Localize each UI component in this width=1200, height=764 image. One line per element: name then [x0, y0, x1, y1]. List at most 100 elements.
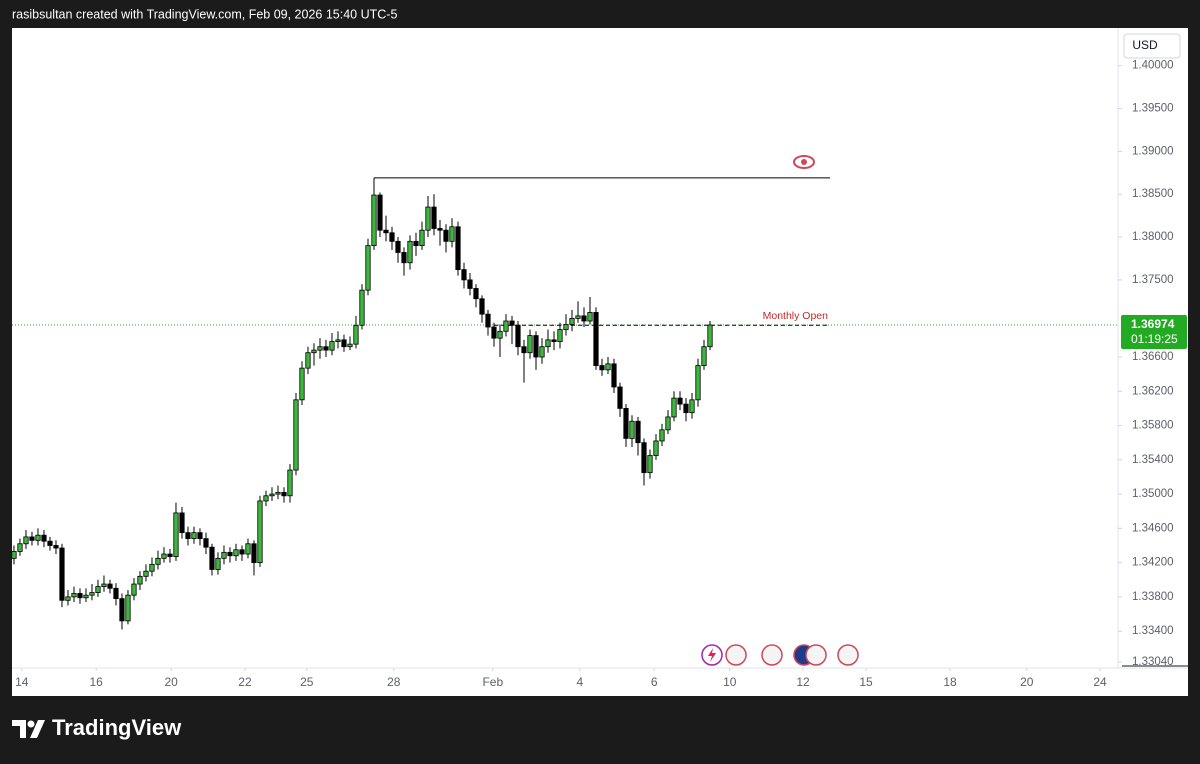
candle-body: [125, 594, 131, 622]
candle-body: [623, 408, 629, 439]
candle-body: [383, 229, 389, 234]
candle-body: [443, 229, 449, 242]
candle-body: [437, 228, 443, 231]
candle-body: [77, 593, 83, 599]
candle-body: [581, 315, 587, 322]
candle-body: [503, 320, 509, 332]
candle-body: [173, 512, 179, 558]
x-tick-label: 18: [943, 675, 957, 689]
candle-body: [659, 429, 665, 442]
x-tick-label: 14: [15, 675, 29, 689]
candle-body: [95, 586, 101, 594]
candle-body: [377, 194, 383, 231]
candle-body: [311, 349, 317, 354]
candle-body: [329, 341, 335, 351]
candle-body: [527, 335, 533, 354]
y-tick-label: 1.40000: [1132, 60, 1174, 72]
candle-body: [671, 397, 677, 418]
y-tick-label: 1.38500: [1132, 188, 1174, 200]
candle-body: [83, 594, 89, 599]
candle-body: [119, 598, 125, 622]
candle-body: [395, 240, 401, 253]
candle-body: [569, 318, 575, 325]
candle-body: [473, 288, 479, 300]
chart-panel: [12, 28, 1188, 696]
candle-body: [269, 493, 275, 497]
candle-body: [221, 551, 227, 559]
candle-body: [593, 312, 599, 366]
candle-body: [131, 583, 137, 596]
x-tick-label: Feb: [482, 675, 503, 689]
y-tick-label: 1.36600: [1132, 351, 1174, 363]
candle-body: [101, 583, 107, 588]
footer-logo: [12, 720, 45, 738]
x-tick-label: 20: [1020, 675, 1034, 689]
candle-body: [683, 403, 689, 414]
candle-body: [611, 363, 617, 388]
candle-body: [179, 512, 185, 534]
candle-body: [575, 315, 581, 319]
candle-body: [605, 363, 611, 371]
candle-body: [629, 420, 635, 439]
candle-body: [317, 346, 323, 351]
candle-body: [71, 593, 77, 598]
x-tick-label: 20: [165, 675, 179, 689]
candle-body: [557, 329, 563, 342]
candle-body: [215, 557, 221, 570]
candle-body: [47, 540, 53, 546]
candle-body: [635, 420, 641, 444]
y-tick-label: 1.35000: [1132, 488, 1174, 500]
candle-body: [617, 386, 623, 409]
y-tick-label: 1.34200: [1132, 557, 1174, 569]
candle-body: [149, 563, 155, 572]
candle-body: [521, 346, 527, 354]
candle-body: [587, 312, 593, 322]
candle-body: [371, 194, 377, 247]
candle-body: [305, 352, 311, 369]
candle-body: [551, 339, 557, 342]
y-tick-label: 1.39500: [1132, 103, 1174, 115]
candle-body: [191, 532, 197, 540]
eye-icon: [793, 155, 815, 169]
x-tick-label: 4: [576, 675, 583, 689]
x-tick-label: 25: [300, 675, 314, 689]
candle-body: [263, 495, 269, 502]
event-icons: [701, 644, 859, 666]
candle-body: [41, 534, 47, 542]
candle-body: [401, 252, 407, 264]
candle-body: [545, 339, 551, 348]
candle-body: [23, 536, 29, 545]
candle-body: [479, 298, 485, 315]
y-tick-label: 1.35400: [1132, 454, 1174, 466]
x-tick-label: 12: [796, 675, 810, 689]
price-label-box: [1121, 314, 1187, 349]
candle-body: [65, 596, 71, 601]
candle-body: [431, 206, 437, 229]
candle-body: [695, 365, 701, 401]
x-tick-label: 16: [90, 675, 104, 689]
candle-body: [701, 346, 707, 366]
currency-box[interactable]: [1123, 33, 1181, 59]
x-tick-label: 22: [238, 675, 252, 689]
candle-body: [137, 575, 143, 585]
candle-body: [653, 440, 659, 456]
candle-body: [485, 313, 491, 328]
candle-body: [233, 549, 239, 557]
candle-body: [707, 324, 713, 348]
candle-body: [287, 469, 293, 497]
candles: [11, 177, 713, 630]
candle-body: [107, 583, 113, 589]
x-tick-label: 24: [1093, 675, 1107, 689]
candle-body: [275, 491, 281, 495]
candle-body: [689, 399, 695, 414]
candle-body: [143, 570, 149, 577]
candle-body: [497, 330, 503, 339]
candle-body: [227, 551, 233, 557]
y-tick-label: 1.33800: [1132, 591, 1174, 603]
y-tick-label: 1.35800: [1132, 420, 1174, 432]
candle-body: [335, 339, 341, 342]
candle-body: [461, 269, 467, 281]
candle-body: [665, 416, 671, 431]
candle-body: [509, 320, 515, 326]
candle-body: [281, 491, 287, 497]
